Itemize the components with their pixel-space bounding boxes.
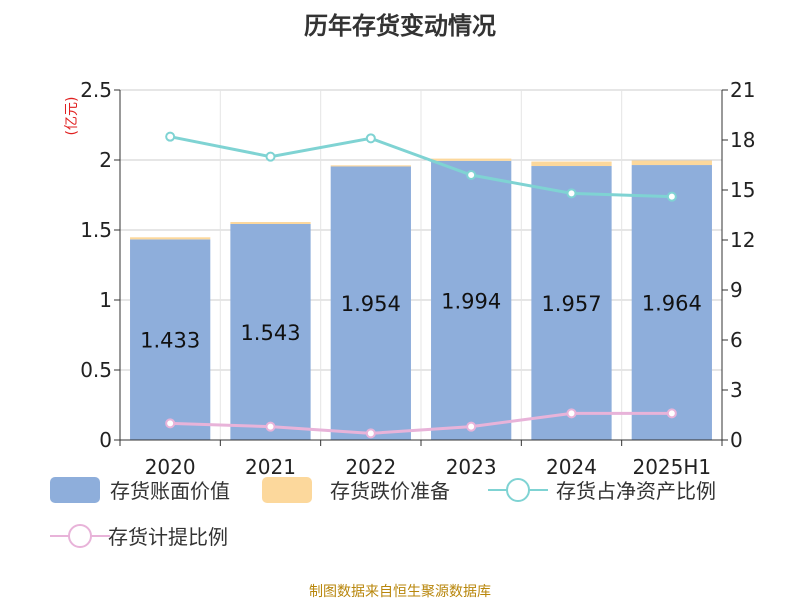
- x-tick-label: 2025H1: [632, 455, 711, 479]
- point-inventory-to-net-assets: [466, 170, 477, 180]
- bar-value-label: 1.543: [240, 321, 300, 345]
- legend-label: 存货计提比例: [108, 525, 228, 549]
- bar-value-label: 1.994: [441, 289, 501, 313]
- right-tick-label: 0: [730, 428, 743, 452]
- point-inventory-to-net-assets: [666, 191, 677, 202]
- legend-label: 存货占净资产比例: [556, 479, 716, 503]
- bar-impairment-reserve: [330, 165, 411, 167]
- point-provision-ratio: [365, 428, 376, 439]
- left-tick-label: 2: [99, 148, 112, 172]
- bar-inventory-value: [631, 165, 712, 441]
- x-tick-label: 2020: [145, 455, 196, 479]
- bar-inventory-value: [431, 160, 512, 440]
- right-tick-label: 3: [730, 378, 743, 402]
- x-tick-label: 2023: [446, 455, 497, 479]
- right-axis-unit: %: [796, 87, 800, 100]
- legend-swatch: [50, 477, 100, 503]
- left-axis-unit: (亿元): [64, 97, 80, 136]
- point-inventory-to-net-assets: [165, 131, 176, 142]
- bar-inventory-value: [230, 223, 311, 440]
- right-tick-label: 15: [730, 178, 755, 202]
- left-tick-label: 2.5: [80, 78, 112, 102]
- legend-marker: [68, 524, 92, 548]
- legend-label: 存货跌价准备: [330, 479, 450, 503]
- bar-value-label: 1.433: [140, 329, 200, 353]
- point-provision-ratio: [466, 421, 477, 432]
- bar-impairment-reserve: [230, 222, 311, 224]
- line-inventory-to-net-assets: [169, 135, 672, 199]
- line-provision-ratio: [170, 411, 672, 435]
- axes: 0 0.5 1 1.5 2 2.5 0 3 6 9 12 15 18 21 2020 2021 2022 2023…: [80, 78, 755, 479]
- point-provision-ratio: [566, 408, 577, 419]
- left-tick-label: 0: [99, 428, 112, 452]
- bar-impairment-reserve: [130, 237, 211, 240]
- source-note: 制图数据来自恒生聚源数据库: [309, 584, 491, 600]
- bar-impairment-reserve: [531, 161, 612, 167]
- point-provision-ratio: [265, 421, 276, 432]
- right-tick-label: 18: [730, 128, 755, 152]
- bar-inventory-value: [531, 166, 612, 440]
- point-inventory-to-net-assets: [566, 188, 577, 199]
- bar-inventory-value: [330, 166, 411, 440]
- bar-impairment-reserve: [431, 158, 512, 161]
- right-tick-label: 9: [730, 278, 743, 302]
- left-tick-label: 1: [99, 288, 112, 312]
- bar-value-label: 1.957: [541, 292, 601, 316]
- bar-impairment-reserve: [631, 160, 712, 166]
- point-inventory-to-net-assets: [365, 133, 376, 144]
- chart-title: 历年存货变动情况: [304, 12, 496, 40]
- point-provision-ratio: [165, 418, 176, 429]
- bar-value-label: 1.954: [341, 292, 401, 316]
- point-inventory-to-net-assets: [265, 151, 276, 162]
- legend-label: 存货账面价值: [110, 479, 230, 503]
- x-tick-label: 2021: [245, 455, 296, 479]
- left-tick-label: 0.5: [80, 358, 112, 382]
- right-tick-label: 6: [730, 328, 743, 352]
- x-tick-label: 2022: [345, 455, 396, 479]
- bar-inventory-value: [130, 239, 211, 440]
- legend-marker: [506, 478, 530, 502]
- right-tick-label: 12: [730, 228, 755, 252]
- left-tick-label: 1.5: [80, 218, 112, 242]
- bar-value-label: 1.964: [642, 292, 702, 316]
- lines: [165, 131, 677, 439]
- x-tick-label: 2024: [546, 455, 597, 479]
- bars: 1.433 1.543 1.954 1.994 1.957 1.964: [130, 158, 712, 441]
- legend-swatch: [262, 477, 312, 503]
- point-provision-ratio: [666, 408, 677, 419]
- right-tick-label: 21: [730, 78, 755, 102]
